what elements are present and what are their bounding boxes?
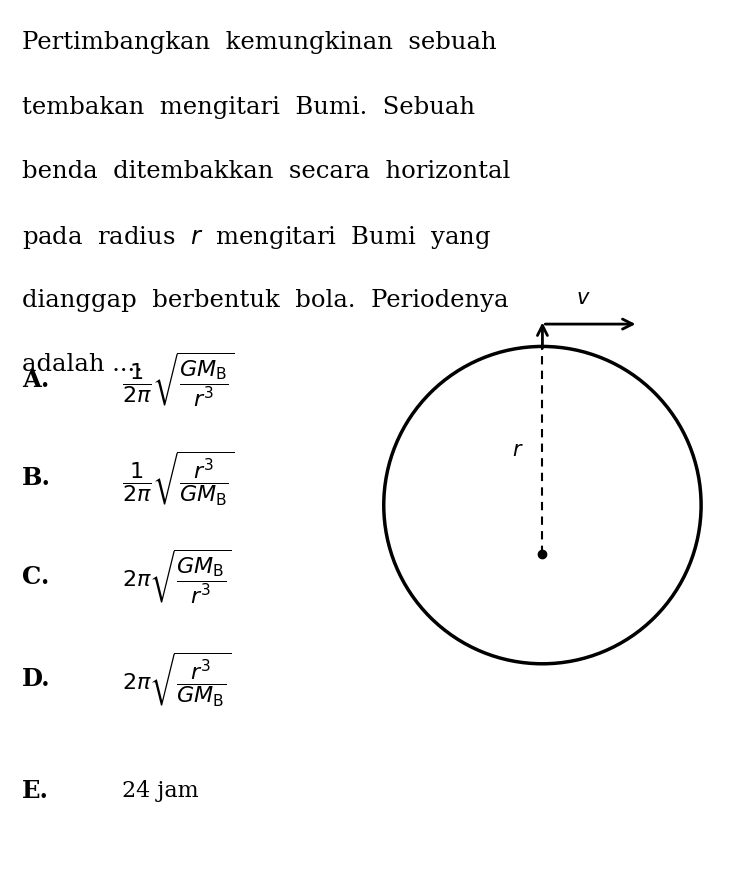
Text: $\dfrac{1}{2\pi}\sqrt{\dfrac{GM_{\mathrm{B}}}{r^3}}$: $\dfrac{1}{2\pi}\sqrt{\dfrac{GM_{\mathrm…: [122, 350, 235, 409]
Text: dianggap  berbentuk  bola.  Periodenya: dianggap berbentuk bola. Periodenya: [22, 289, 508, 312]
Text: $r$: $r$: [512, 441, 524, 460]
Text: benda  ditembakkan  secara  horizontal: benda ditembakkan secara horizontal: [22, 160, 511, 183]
Text: 24 jam: 24 jam: [122, 780, 199, 802]
Text: $2\pi\sqrt{\dfrac{r^3}{GM_{\mathrm{B}}}}$: $2\pi\sqrt{\dfrac{r^3}{GM_{\mathrm{B}}}}…: [122, 650, 232, 709]
Text: B.: B.: [22, 467, 51, 490]
Text: C.: C.: [22, 565, 49, 588]
Text: $2\pi\sqrt{\dfrac{GM_{\mathrm{B}}}{r^3}}$: $2\pi\sqrt{\dfrac{GM_{\mathrm{B}}}{r^3}}…: [122, 547, 232, 606]
Text: D.: D.: [22, 668, 51, 691]
Text: E.: E.: [22, 780, 49, 803]
Text: Pertimbangkan  kemungkinan  sebuah: Pertimbangkan kemungkinan sebuah: [22, 31, 497, 55]
Text: adalah ....: adalah ....: [22, 353, 143, 376]
Text: $\dfrac{1}{2\pi}\sqrt{\dfrac{r^3}{GM_{\mathrm{B}}}}$: $\dfrac{1}{2\pi}\sqrt{\dfrac{r^3}{GM_{\m…: [122, 449, 235, 508]
Text: $v$: $v$: [576, 288, 590, 308]
Text: A.: A.: [22, 368, 49, 392]
Text: pada  radius  $r$  mengitari  Bumi  yang: pada radius $r$ mengitari Bumi yang: [22, 224, 492, 251]
Text: tembakan  mengitari  Bumi.  Sebuah: tembakan mengitari Bumi. Sebuah: [22, 96, 475, 119]
